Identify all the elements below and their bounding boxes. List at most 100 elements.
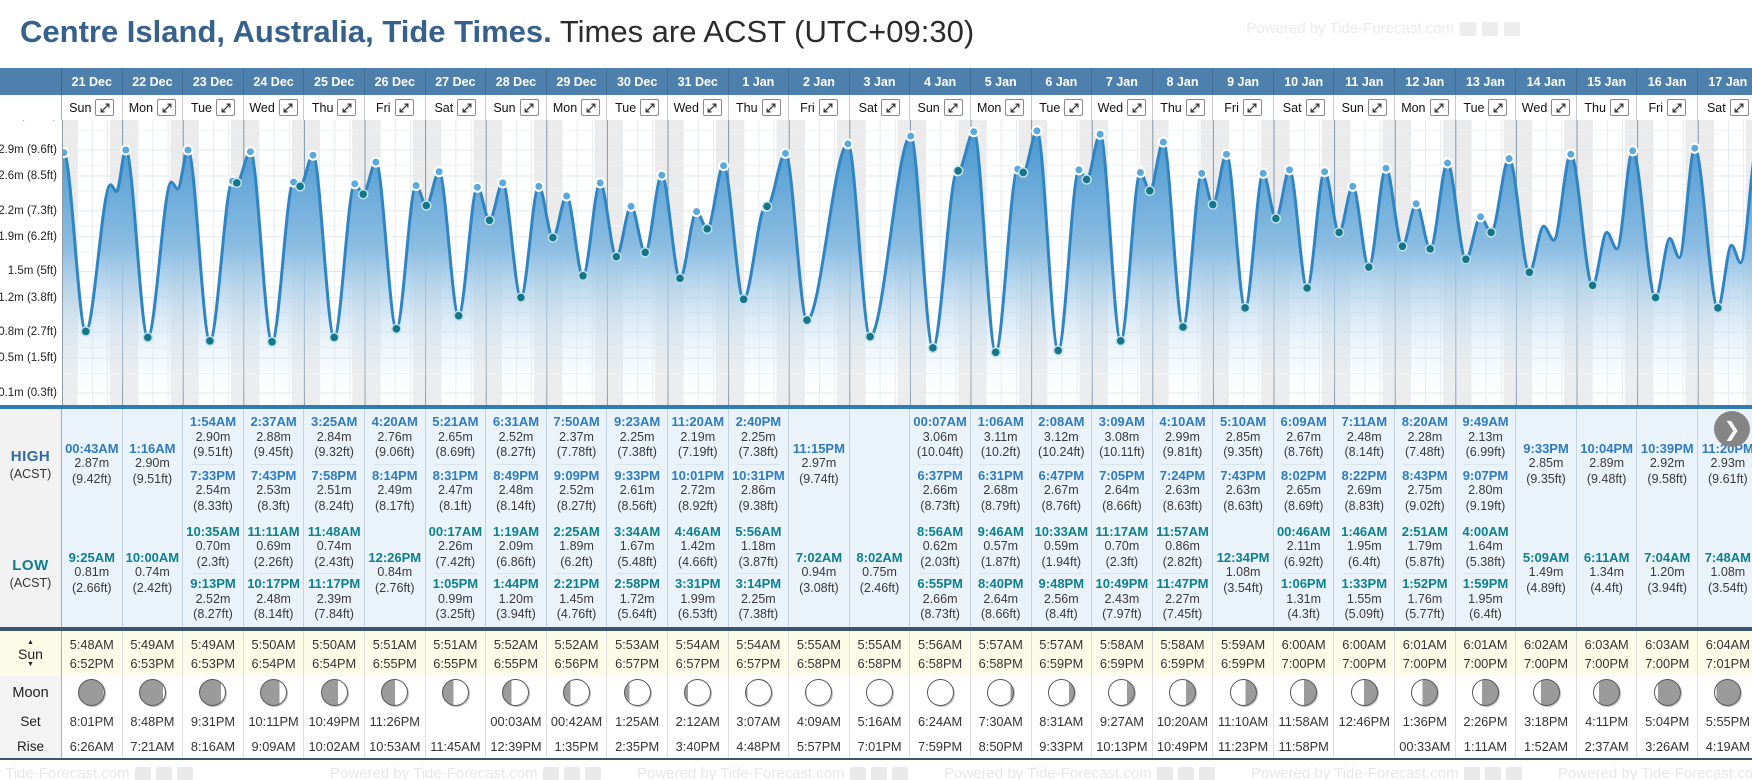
weekday-cell[interactable]: Wed [1092,95,1153,120]
expand-day-button[interactable] [581,99,601,116]
expand-day-button[interactable] [1367,99,1387,116]
expand-day-button[interactable] [394,99,414,116]
date-cell[interactable]: 9 Jan [1213,68,1274,95]
weekday-cell[interactable]: Thu [1153,95,1214,120]
date-cell[interactable]: 7 Jan [1092,68,1153,95]
expand-day-button[interactable] [1305,99,1325,116]
date-cell[interactable]: 31 Dec [668,68,729,95]
expand-day-button[interactable] [1667,99,1687,116]
expand-day-button[interactable] [1729,99,1749,116]
expand-day-button[interactable] [1242,99,1262,116]
tide-height-ft: (8.3ft) [257,498,290,513]
weekday-text: Wed [1521,100,1548,115]
weekday-cell[interactable]: Thu [729,95,790,120]
weekday-cell[interactable]: Mon [123,95,184,120]
date-cell[interactable]: 15 Jan [1577,68,1638,95]
expand-day-button[interactable] [95,99,115,116]
date-cell[interactable]: 1 Jan [729,68,790,95]
expand-icon [948,103,958,112]
moon-phase-icon [623,679,651,706]
watermark-icon [1156,766,1173,780]
expand-day-button[interactable] [702,99,722,116]
date-cell[interactable]: 3 Jan [850,68,911,95]
expand-day-button[interactable] [881,99,901,116]
expand-day-button[interactable] [519,99,539,116]
expand-day-button[interactable] [278,99,298,116]
expand-day-button[interactable] [1429,99,1449,116]
expand-day-button[interactable] [761,99,781,116]
weekday-cell[interactable]: Tue [1032,95,1093,120]
expand-day-button[interactable] [337,99,357,116]
expand-day-button[interactable] [216,99,236,116]
weekday-cell[interactable]: Wed [1516,95,1577,120]
expand-day-button[interactable] [943,99,963,116]
date-cell[interactable]: 29 Dec [547,68,608,95]
tide-height-m: 0.74m [316,539,352,553]
date-cell[interactable]: 23 Dec [183,68,244,95]
date-cell[interactable]: 13 Jan [1456,68,1517,95]
date-cell[interactable]: 22 Dec [123,68,184,95]
date-cell[interactable]: 11 Jan [1334,68,1396,95]
date-cell[interactable]: 5 Jan [971,68,1032,95]
date-cell[interactable]: 4 Jan [910,68,971,95]
weekday-cell[interactable]: Fri [789,95,850,120]
expand-day-button[interactable] [1551,99,1571,116]
high-tide-cell: 00:07AM 3.06m (10.04ft) 6:37PM 2.66m (8.73ft) [910,409,971,519]
date-cell[interactable]: 26 Dec [365,68,426,95]
expand-day-button[interactable] [1127,99,1147,116]
expand-day-button[interactable] [1064,99,1084,116]
weekday-cell[interactable]: Tue [1456,95,1517,120]
weekday-cell[interactable]: Sun [486,95,547,120]
date-cell[interactable]: 14 Jan [1516,68,1577,95]
expand-day-button[interactable] [157,99,177,116]
tide-entry: 11:48AM 0.74m (2.43ft) [308,524,361,571]
weekday-cell[interactable]: Sun [1334,95,1396,120]
date-cell[interactable]: 27 Dec [426,68,487,95]
weekday-cell[interactable]: Sat [426,95,487,120]
tide-time: 00:17AM [428,523,483,539]
expand-day-button[interactable] [457,99,477,116]
date-cell[interactable]: 8 Jan [1153,68,1214,95]
weekday-cell[interactable]: Fri [1637,95,1699,120]
weekday-cell[interactable]: Sun [910,95,971,120]
date-cell[interactable]: 10 Jan [1274,68,1335,95]
date-cell[interactable]: 6 Jan [1032,68,1093,95]
moon-cell [607,676,668,709]
weekday-cell[interactable]: Thu [1577,95,1638,120]
weekday-cell[interactable]: Sat [1274,95,1335,120]
weekday-cell[interactable]: Mon [1395,95,1456,120]
weekday-cell[interactable]: Fri [365,95,426,120]
tide-height-ft: (9.74ft) [799,471,839,486]
date-cell[interactable]: 17 Jan [1698,68,1752,95]
date-cell[interactable]: 24 Dec [244,68,305,95]
weekday-cell[interactable]: Sat [850,95,911,120]
date-cell[interactable]: 28 Dec [486,68,547,95]
date-cell[interactable]: 30 Dec [607,68,668,95]
weekday-cell[interactable]: Fri [1213,95,1274,120]
watermark-icon [134,766,151,780]
tide-entry: 00:46AM 2.11m (6.92ft) [1277,524,1330,571]
expand-day-button[interactable] [640,99,660,116]
next-days-button[interactable]: ❯ [1714,411,1750,447]
weekday-cell[interactable]: Tue [183,95,244,120]
weekday-cell[interactable]: Sun [62,95,123,120]
low-tide-cell: 1:19AM 2.09m (6.86ft) 1:44PM 1.20m (3.94ft) [486,519,547,627]
date-cell[interactable]: 21 Dec [62,68,123,95]
expand-day-button[interactable] [1609,99,1629,116]
weekday-cell[interactable]: Wed [244,95,305,120]
date-cell[interactable]: 2 Jan [789,68,850,95]
weekday-cell[interactable]: Mon [971,95,1032,120]
expand-day-button[interactable] [1005,99,1025,116]
weekday-cell[interactable]: Tue [607,95,668,120]
weekday-cell[interactable]: Wed [668,95,729,120]
weekday-cell[interactable]: Mon [547,95,608,120]
date-cell[interactable]: 25 Dec [304,68,365,95]
date-cell[interactable]: 16 Jan [1637,68,1699,95]
expand-day-button[interactable] [818,99,838,116]
weekday-cell[interactable]: Sat [1698,95,1752,120]
date-cell[interactable]: 12 Jan [1395,68,1456,95]
weekday-cell[interactable]: Thu [304,95,365,120]
expand-day-button[interactable] [1185,99,1205,116]
expand-day-button[interactable] [1488,99,1508,116]
sun-cell: 6:00AM 7:00PM [1334,631,1396,676]
